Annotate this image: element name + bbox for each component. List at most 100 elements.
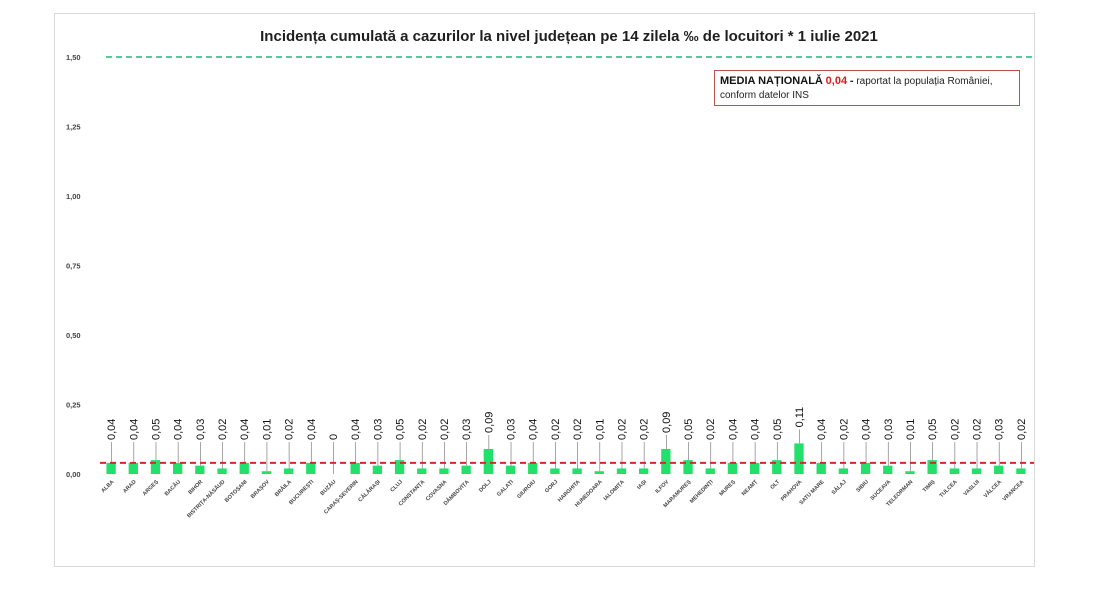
bar bbox=[550, 468, 560, 474]
bar bbox=[372, 465, 383, 474]
category-label: TIMIȘ bbox=[922, 479, 937, 494]
data-label: 0,02 bbox=[639, 419, 651, 440]
bar bbox=[217, 468, 227, 474]
category-label: IAȘI bbox=[636, 479, 648, 491]
national-average-description: raportat la populația României, conform … bbox=[720, 76, 993, 101]
bar bbox=[927, 460, 937, 474]
category-label: VASLUI bbox=[963, 479, 982, 498]
bar bbox=[350, 462, 360, 474]
bar bbox=[816, 462, 826, 474]
y-tick-label: 0,25 bbox=[66, 401, 81, 410]
chart-title: Incidența cumulată a cazurilor la nivel … bbox=[260, 28, 878, 45]
bar bbox=[528, 462, 538, 474]
category-label: BIHOR bbox=[187, 479, 204, 496]
category-label: CĂLĂRAȘI bbox=[357, 478, 382, 503]
data-label: 0,04 bbox=[750, 419, 762, 440]
category-label: PRAHOVA bbox=[780, 479, 803, 502]
category-label: NEAMȚ bbox=[741, 479, 760, 498]
bar bbox=[394, 460, 405, 474]
data-label: 0,02 bbox=[572, 419, 584, 440]
category-label: BACĂU bbox=[163, 478, 182, 497]
category-label: COVASNA bbox=[425, 479, 448, 502]
data-label: 0,05 bbox=[683, 419, 695, 440]
data-label: 0,04 bbox=[861, 419, 873, 440]
category-label: ARGEȘ bbox=[142, 479, 160, 497]
data-label: 0 bbox=[328, 434, 340, 440]
category-label: SIBIU bbox=[855, 479, 870, 494]
category-label: IALOMIȚA bbox=[603, 479, 626, 502]
bar bbox=[772, 460, 782, 474]
data-label: 0,04 bbox=[816, 419, 828, 440]
bar bbox=[749, 462, 760, 474]
y-tick-label: 0,00 bbox=[66, 470, 81, 479]
category-label: OLT bbox=[769, 479, 781, 491]
data-label: 0,01 bbox=[594, 419, 606, 440]
category-label: ILFOV bbox=[655, 479, 671, 495]
data-label: 0,02 bbox=[550, 419, 562, 440]
data-label: 0,03 bbox=[994, 419, 1006, 440]
bar bbox=[994, 465, 1004, 474]
bar bbox=[727, 462, 738, 474]
data-label: 0,04 bbox=[528, 419, 540, 440]
y-tick-label: 0,50 bbox=[66, 331, 81, 340]
bar bbox=[150, 460, 161, 474]
bar bbox=[483, 448, 493, 474]
data-label: 0,04 bbox=[350, 419, 362, 440]
data-label: 0,02 bbox=[1016, 419, 1028, 440]
bar bbox=[195, 465, 205, 474]
category-label: BISTRIȚA-NĂSĂUD bbox=[186, 478, 227, 519]
data-label: 0,04 bbox=[128, 419, 140, 440]
bar bbox=[905, 471, 915, 474]
bar bbox=[639, 468, 649, 474]
category-label: ALBA bbox=[100, 479, 115, 494]
bar bbox=[971, 468, 982, 474]
bar bbox=[417, 468, 427, 474]
bar bbox=[505, 465, 516, 474]
category-label: VÂLCEA bbox=[982, 478, 1003, 499]
bar bbox=[1016, 468, 1026, 474]
category-label: BRĂILA bbox=[273, 478, 293, 498]
data-label: 0,05 bbox=[150, 419, 162, 440]
data-label: 0,02 bbox=[417, 419, 429, 440]
y-tick-label: 1,25 bbox=[66, 123, 81, 132]
bar bbox=[883, 465, 893, 474]
bar bbox=[949, 468, 959, 474]
category-label: BRAȘOV bbox=[250, 479, 271, 500]
bar bbox=[461, 465, 471, 474]
data-label: 0,05 bbox=[395, 419, 407, 440]
bar bbox=[661, 448, 671, 474]
data-label: 0,04 bbox=[239, 419, 251, 440]
bar bbox=[794, 443, 804, 474]
bar bbox=[594, 471, 604, 474]
category-label: TULCEA bbox=[939, 479, 959, 499]
data-label: 0,02 bbox=[616, 419, 628, 440]
data-label: 0,03 bbox=[506, 419, 518, 440]
data-label: 0,02 bbox=[949, 419, 961, 440]
data-label: 0,03 bbox=[372, 419, 384, 440]
category-label: SUCEAVA bbox=[869, 479, 892, 502]
bar bbox=[838, 468, 849, 474]
bar bbox=[439, 468, 449, 474]
national-average-label: MEDIA NAȚIONALĂ bbox=[720, 75, 823, 87]
data-label: 0,02 bbox=[284, 419, 296, 440]
data-label: 0,09 bbox=[483, 412, 495, 433]
bar bbox=[306, 462, 316, 474]
category-label: GALAȚI bbox=[496, 479, 515, 498]
data-label: 0,02 bbox=[439, 419, 451, 440]
data-label: 0,02 bbox=[217, 419, 229, 440]
y-tick-label: 1,50 bbox=[66, 53, 81, 62]
category-label: BOTOȘANI bbox=[224, 479, 249, 504]
data-label: 0,01 bbox=[905, 419, 917, 440]
category-label: SĂLAJ bbox=[830, 478, 848, 496]
bar bbox=[283, 468, 294, 474]
y-tick-label: 1,00 bbox=[66, 192, 81, 201]
category-label: CLUJ bbox=[390, 479, 404, 493]
bar bbox=[616, 468, 627, 474]
y-tick-label: 0,75 bbox=[66, 262, 81, 271]
category-label: BUZĂU bbox=[319, 478, 338, 497]
national-average-value: 0,04 bbox=[825, 75, 848, 87]
bar bbox=[572, 468, 582, 474]
category-label: VRANCEA bbox=[1002, 479, 1025, 502]
bar bbox=[128, 462, 138, 474]
